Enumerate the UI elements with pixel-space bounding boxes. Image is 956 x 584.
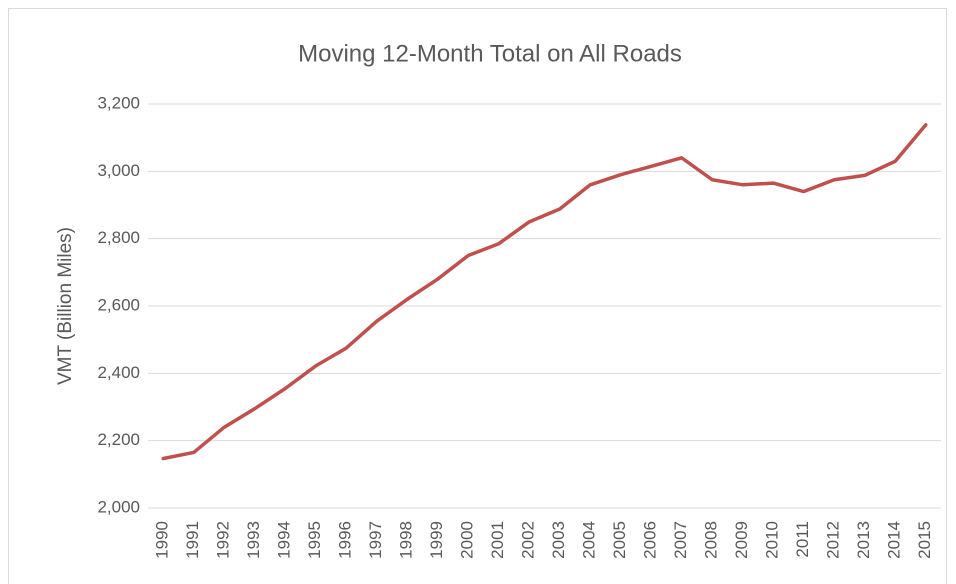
x-tick-label: 2015 [915, 521, 934, 559]
y-tick-label: 2,000 [97, 497, 140, 516]
x-tick-label: 2006 [641, 521, 660, 559]
y-tick-label: 2,400 [97, 363, 140, 382]
x-tick-label: 1992 [214, 521, 233, 559]
chart-frame [8, 8, 947, 584]
data-line [161, 123, 928, 461]
x-tick-label: 2001 [488, 521, 507, 559]
y-tick-label: 3,000 [97, 161, 140, 180]
x-tick-label: 1995 [305, 521, 324, 559]
x-tick-label: 1990 [153, 521, 172, 559]
x-tick-label: 2002 [519, 521, 538, 559]
y-tick-label: 2,600 [97, 295, 140, 314]
x-tick-label: 2009 [732, 521, 751, 559]
y-tick-label: 2,800 [97, 228, 140, 247]
x-tick-label: 1994 [275, 521, 294, 559]
x-tick-label: 2004 [580, 521, 599, 559]
x-tick-label: 2003 [549, 521, 568, 559]
x-tick-label: 2011 [793, 521, 812, 558]
x-tick-label: 2010 [763, 521, 782, 559]
chart-title: Moving 12-Month Total on All Roads [298, 40, 682, 67]
x-tick-label: 2005 [610, 521, 629, 559]
x-tick-label: 2007 [671, 521, 690, 559]
y-tick-label: 2,200 [97, 430, 140, 449]
x-tick-label: 1993 [244, 521, 263, 559]
y-axis-label: VMT (Billion Miles) [55, 227, 76, 385]
x-tick-label: 2012 [824, 521, 843, 559]
x-tick-label: 2013 [854, 521, 873, 559]
x-tick-label: 1999 [427, 521, 446, 559]
x-tick-label: 1997 [366, 521, 385, 559]
x-tick-label: 2014 [885, 521, 904, 559]
x-tick-label: 1996 [336, 521, 355, 559]
x-tick-label: 1998 [397, 521, 416, 559]
x-tick-label: 1991 [183, 521, 202, 559]
y-tick-label: 3,200 [97, 93, 140, 112]
x-tick-label: 2000 [458, 521, 477, 559]
x-tick-label: 2008 [702, 521, 721, 559]
